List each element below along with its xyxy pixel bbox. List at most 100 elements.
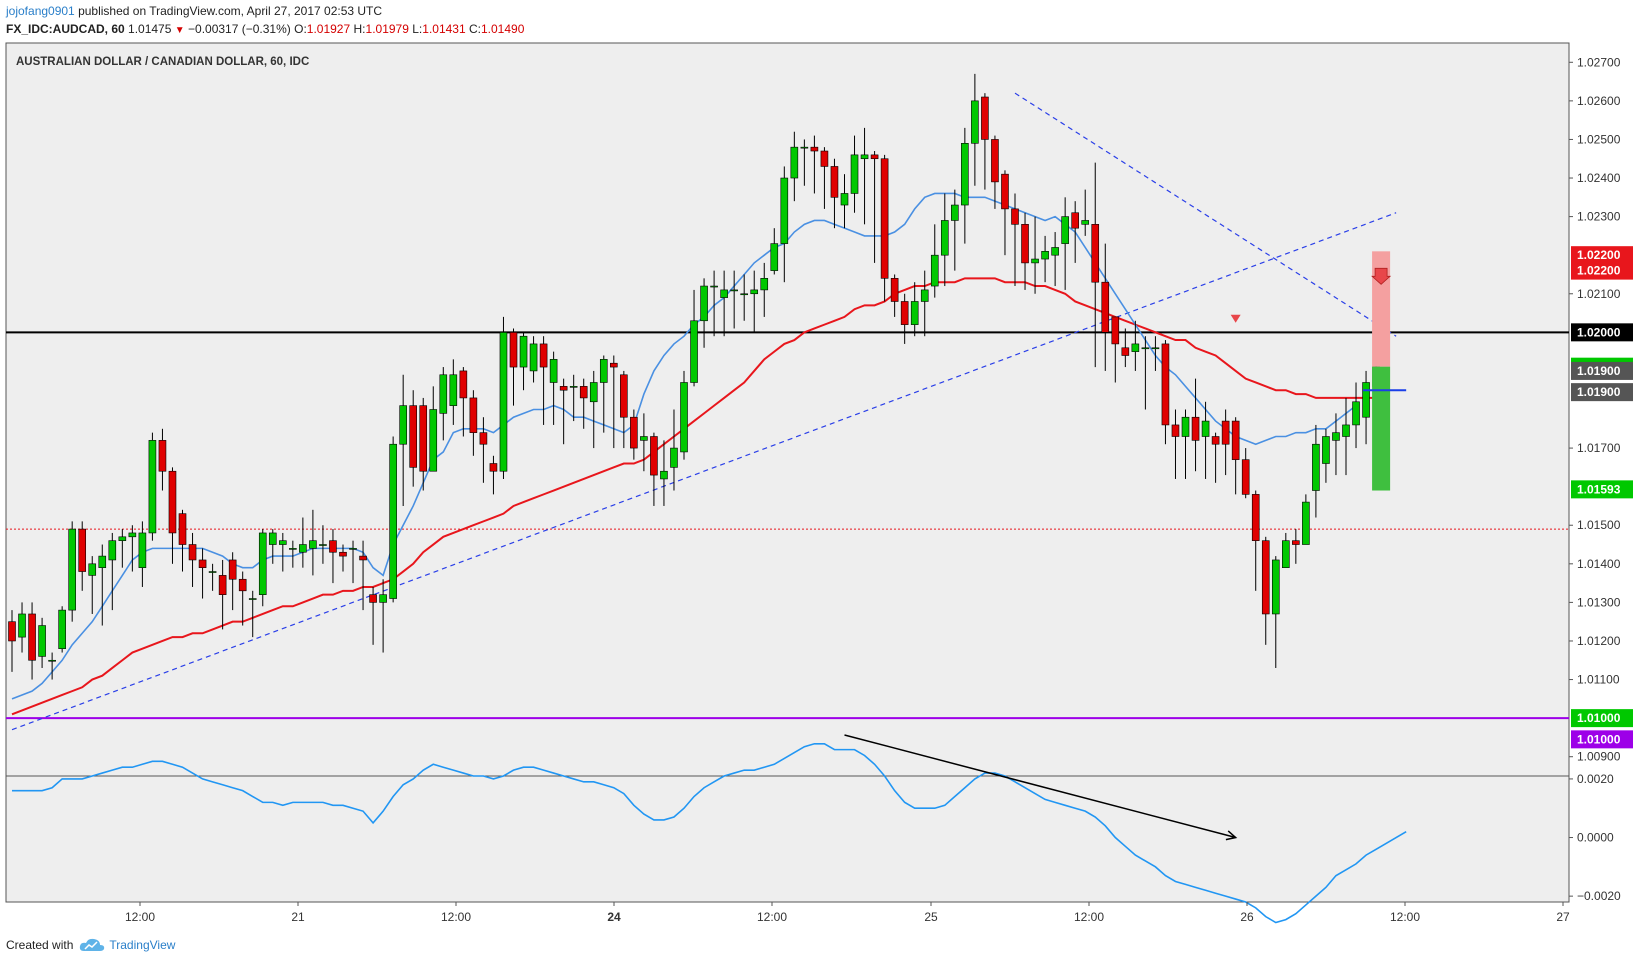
- time-tick-label: 27: [1556, 910, 1570, 924]
- candle-body: [98, 555, 107, 568]
- candle-body: [1231, 420, 1240, 460]
- candle-body: [1001, 173, 1009, 210]
- candle-body: [238, 578, 247, 592]
- price-tick-label: 1.02300: [1577, 210, 1621, 224]
- candle-body: [1352, 401, 1360, 426]
- time-tick-label: 12:00: [757, 910, 787, 924]
- candle-body: [78, 528, 87, 572]
- candle-body: [840, 193, 849, 206]
- price-tag-box: [1571, 323, 1633, 342]
- candle-body: [1141, 347, 1150, 350]
- candle-body: [1101, 281, 1110, 333]
- candle-body: [820, 150, 829, 167]
- candle-body: [68, 528, 76, 611]
- trendline-0: [11, 212, 1397, 731]
- candle-body: [329, 540, 337, 553]
- candle-body: [1302, 501, 1310, 545]
- candle-body: [469, 397, 478, 433]
- high-value: 1.01979: [365, 22, 409, 36]
- divergence-arrow: [844, 734, 1236, 839]
- time-tick-label: 12:00: [1390, 910, 1420, 924]
- oscillator-line: [12, 742, 1407, 924]
- time-axis[interactable]: 12:00 21 12:00 24 12:00 25 12:00 26 12:00 27: [125, 902, 1570, 924]
- trendline-1: [1014, 92, 1397, 337]
- candle-body: [589, 382, 598, 403]
- author-link[interactable]: jojofang0901: [6, 4, 75, 18]
- price-axis[interactable]: 1.02700 1.02600 1.02500 1.02400 1.02300 1.021…: [1569, 55, 1621, 764]
- candle-body: [1031, 258, 1039, 264]
- price-tick-label: 1.01200: [1577, 634, 1621, 648]
- candle-body: [1161, 343, 1170, 426]
- price-tag-box: [1571, 480, 1633, 499]
- price-tag-box: [1571, 261, 1633, 280]
- candle-body: [1131, 343, 1140, 352]
- candle-body: [730, 289, 738, 292]
- candle-body: [1121, 347, 1130, 356]
- tradingview-link[interactable]: TradingView: [79, 938, 175, 952]
- candle-body: [1181, 416, 1190, 437]
- candle-body: [1091, 224, 1100, 283]
- candle-body: [961, 143, 969, 206]
- candle-body: [720, 289, 728, 298]
- candle-body: [870, 154, 879, 160]
- price-tick-label: 1.01100: [1577, 673, 1620, 687]
- candle-body: [118, 536, 127, 541]
- price-tag-label: 1.01593: [1577, 482, 1621, 496]
- candle-body: [198, 559, 207, 568]
- osc-tick-label: 0.0020: [1577, 772, 1614, 786]
- price-tag-label: 1.01000: [1577, 711, 1621, 725]
- price-tag-box: [1571, 361, 1633, 380]
- candle-body: [419, 405, 428, 472]
- candle-body: [609, 362, 618, 368]
- candle-body: [740, 293, 748, 296]
- divergence-arrowhead: [1225, 830, 1238, 841]
- price-tick-label: 1.02700: [1577, 55, 1621, 69]
- candle-body: [349, 548, 357, 550]
- price-tag-box: [1571, 730, 1633, 749]
- candle-body: [710, 285, 718, 288]
- candle-body: [700, 285, 708, 322]
- time-tick-label: 24: [607, 910, 621, 924]
- candle-body: [750, 289, 759, 295]
- price-tag-box: [1571, 709, 1633, 728]
- candle-body: [680, 382, 688, 453]
- candle-body: [650, 436, 658, 476]
- price-tag-label: 1.02000: [1577, 325, 1621, 339]
- candle-body: [339, 551, 347, 557]
- candle-body: [128, 532, 137, 538]
- high-label: H:: [353, 22, 366, 36]
- candle-body: [1282, 540, 1290, 568]
- created-with-text: Created with: [6, 938, 74, 952]
- candle-body: [509, 332, 518, 368]
- main-pane[interactable]: [5, 42, 1570, 777]
- candle-body: [1332, 432, 1340, 441]
- candle-body: [940, 220, 949, 256]
- candle-body: [559, 386, 568, 391]
- oscillator-pane[interactable]: [5, 775, 1570, 903]
- candle-body: [951, 204, 959, 221]
- candle-body: [1261, 540, 1270, 615]
- osc-tick-label: 0.0000: [1577, 831, 1614, 845]
- candle-body: [439, 374, 448, 414]
- candle-body: [850, 154, 859, 194]
- candle-body: [890, 278, 899, 302]
- candle-body: [1211, 436, 1220, 445]
- candle-body: [1151, 347, 1160, 350]
- candle-body: [369, 594, 377, 603]
- candle-body: [1041, 251, 1049, 260]
- time-tick-label: 12:00: [1074, 910, 1104, 924]
- candle-body: [539, 343, 548, 368]
- candle-body: [640, 436, 648, 441]
- last-price: 1.01475: [128, 22, 172, 36]
- position-target-zone: [1372, 366, 1391, 491]
- candle-body: [279, 540, 287, 545]
- candle-body: [529, 343, 538, 372]
- symbol-label: FX_IDC:AUDCAD, 60: [6, 22, 125, 36]
- candle-body: [1201, 420, 1210, 437]
- signal-marks: [1230, 251, 1407, 491]
- low-value: 1.01431: [422, 22, 466, 36]
- candle-body: [920, 289, 929, 302]
- candle-body: [630, 416, 638, 449]
- candle-body: [1292, 540, 1300, 545]
